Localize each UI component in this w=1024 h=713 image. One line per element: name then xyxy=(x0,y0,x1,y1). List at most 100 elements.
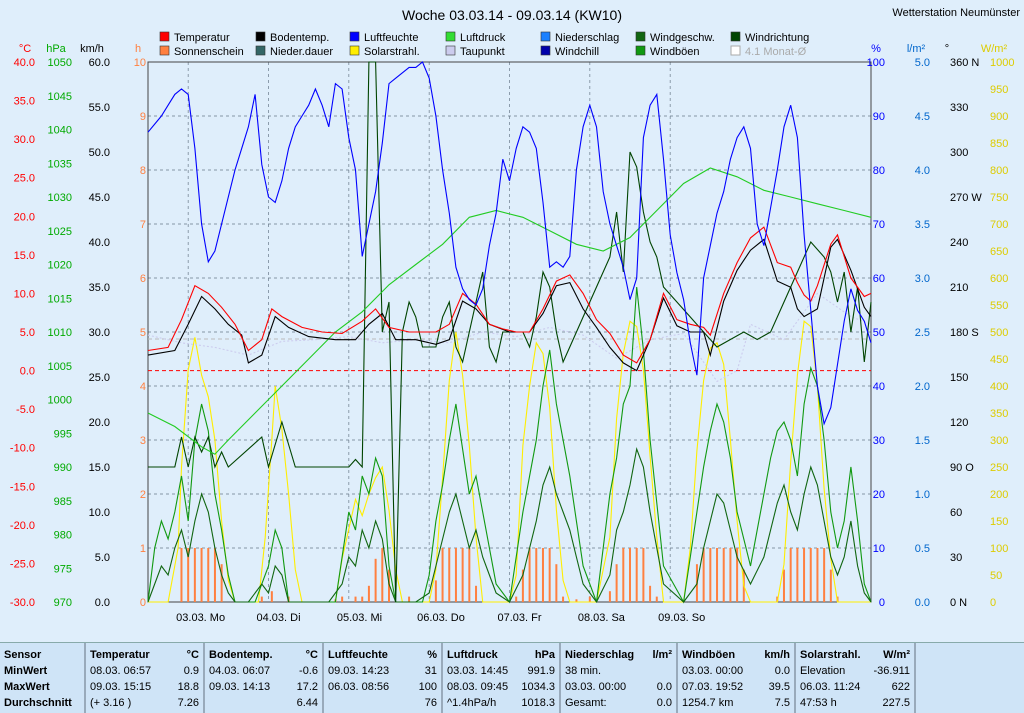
temp-axis-unit: °C xyxy=(19,43,31,55)
stats-column: Luftfeuchte% 09.03. 14:23 31 06.03. 08:56 10… xyxy=(324,643,443,713)
pressure-axis-tick: 1040 xyxy=(48,125,72,137)
sunshine-bar xyxy=(388,569,390,602)
sunshine-bar xyxy=(434,580,437,602)
legend-label: Solarstrahl. xyxy=(364,46,420,58)
rain-axis-tick: 3.0 xyxy=(915,273,930,285)
stats-label-column: Sensor MinWert MaxWert Durchschnitt xyxy=(0,643,86,713)
temp-axis-tick: 35.0 xyxy=(14,96,35,108)
sunshine-bar xyxy=(528,548,531,602)
sunshine-bar xyxy=(535,548,538,602)
series-layer xyxy=(147,61,872,604)
solar-axis-tick: 800 xyxy=(990,165,1008,177)
solar-axis-tick: 150 xyxy=(990,516,1008,528)
legend-checkbox[interactable] xyxy=(730,45,741,56)
stats-min-time: 03.03. 00:00 xyxy=(682,665,744,677)
sunshine-bar xyxy=(468,548,471,602)
stats-header: Luftfeuchte xyxy=(328,649,388,661)
stats-max-time: 06.03. 08:56 xyxy=(328,681,390,693)
solar-axis-tick: 350 xyxy=(990,408,1008,420)
legend-swatch xyxy=(349,31,360,42)
pressure-axis-tick: 1010 xyxy=(48,327,72,339)
sunshine-bar xyxy=(588,596,591,602)
station-name: Wetterstation Neumünster xyxy=(892,7,1020,19)
sunshine-bar xyxy=(829,569,832,602)
stats-min-value: 991.9 xyxy=(527,665,555,677)
solar-axis-unit: W/m² xyxy=(981,43,1008,55)
legend-swatch xyxy=(540,31,551,42)
humidity-axis-tick: 100 xyxy=(867,57,885,69)
stats-avg-value: 7.5 xyxy=(774,697,790,709)
sun-axis-tick: 8 xyxy=(140,165,146,177)
stats-column: Windböen km/h 03.03. 00:00 0.0 07.03. 19:52 3… xyxy=(678,643,796,713)
sun-axis-tick: 10 xyxy=(134,57,146,69)
direction-axis-unit: ° xyxy=(945,43,949,55)
legend: Temperatur Bodentemp. Luftfeuchte Luftdruck… xyxy=(159,31,809,58)
wind-axis-tick: 20.0 xyxy=(89,417,110,429)
legend-label: Luftfeuchte xyxy=(364,32,418,44)
legend-label: Luftdruck xyxy=(460,32,506,44)
stats-max-value: 622 xyxy=(891,681,910,693)
pressure-axis-tick: 975 xyxy=(54,563,72,575)
pressure-axis-tick: 1030 xyxy=(48,192,72,204)
sunshine-bar xyxy=(260,596,263,602)
sunshine-bar xyxy=(635,548,638,602)
humidity-axis-tick: 0 xyxy=(879,597,885,609)
pressure-axis-tick: 985 xyxy=(54,496,72,508)
temp-axis-tick: -30.0 xyxy=(10,597,35,609)
sunshine-bar xyxy=(782,569,785,602)
legend-swatch xyxy=(635,45,646,56)
solar-axis-tick: 400 xyxy=(990,381,1008,393)
x-tick-label: 07.03. Fr xyxy=(498,612,542,624)
sunshine-bar xyxy=(454,548,457,602)
humidity-axis-tick: 50 xyxy=(873,327,885,339)
temp-axis-tick: 5.0 xyxy=(20,327,35,339)
sunshine-bar xyxy=(796,548,799,602)
sunshine-bar xyxy=(629,548,631,602)
pressure-axis-tick: 1020 xyxy=(48,260,72,272)
temp-axis-tick: -25.0 xyxy=(10,558,35,570)
stats-column: Bodentemp. °C 04.03. 06:07 -0.6 09.03. 14:13… xyxy=(205,643,324,713)
stats-min-value: -36.911 xyxy=(873,665,911,677)
stats-avg-value: 6.44 xyxy=(296,697,318,709)
temp-axis-tick: -20.0 xyxy=(10,520,35,532)
stats-column: Niederschlag l/m² 38 min. 03.03. 00:00 0.0 Ge… xyxy=(561,643,678,713)
temp-axis-tick: 20.0 xyxy=(14,211,35,223)
humidity-axis-tick: 20 xyxy=(873,489,885,501)
stats-max-value: 17.2 xyxy=(296,681,318,693)
legend-label: Taupunkt xyxy=(460,46,505,58)
legend-swatch xyxy=(159,31,170,42)
sunshine-bar xyxy=(475,585,478,602)
humidity-axis-tick: 60 xyxy=(873,273,885,285)
solar-axis-tick: 200 xyxy=(990,489,1008,501)
sunshine-bar xyxy=(655,596,658,602)
legend-swatch xyxy=(159,45,170,56)
sunshine-bar xyxy=(213,548,216,602)
stats-unit: l/m² xyxy=(652,649,672,661)
stats-column: Temperatur °C 08.03. 06:57 0.9 09.03. 15:15 1… xyxy=(86,643,205,713)
stats-min-value: 0.9 xyxy=(183,665,199,677)
wind-axis-tick: 15.0 xyxy=(89,462,110,474)
stats-unit: °C xyxy=(305,649,318,661)
series-windben xyxy=(147,286,872,604)
temp-axis-tick: -15.0 xyxy=(10,481,35,493)
stats-max-value: 1034.3 xyxy=(521,681,555,693)
legend-swatch xyxy=(540,45,551,56)
pressure-axis-tick: 970 xyxy=(54,597,72,609)
direction-axis-tick: 210 xyxy=(950,282,968,294)
sun-axis-tick: 2 xyxy=(140,489,146,501)
stats-unit: % xyxy=(427,649,437,661)
sun-axis-tick: 4 xyxy=(140,381,146,393)
sunshine-bar xyxy=(823,548,826,602)
x-tick-label: 04.03. Di xyxy=(257,612,301,624)
x-tick-label: 06.03. Do xyxy=(417,612,465,624)
pressure-axis-tick: 1005 xyxy=(48,361,72,373)
stats-header: Luftdruck xyxy=(447,649,498,661)
stats-min-label: MinWert xyxy=(4,665,48,677)
solar-axis-tick: 600 xyxy=(990,273,1008,285)
direction-axis-tick: 60 xyxy=(950,507,962,519)
wind-axis-tick: 30.0 xyxy=(89,327,110,339)
sunshine-bar xyxy=(736,548,739,602)
pressure-axis-tick: 990 xyxy=(54,462,72,474)
stats-min-time: 38 min. xyxy=(565,665,602,677)
rain-axis-tick: 0.0 xyxy=(915,597,930,609)
